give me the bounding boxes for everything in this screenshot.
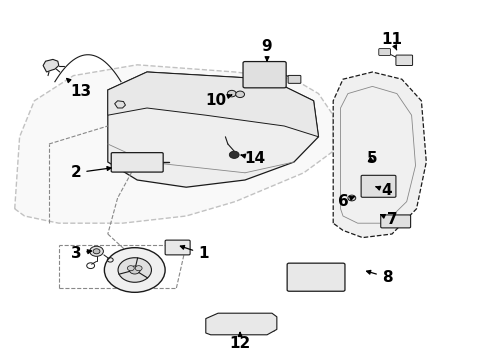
- FancyBboxPatch shape: [288, 76, 301, 84]
- Text: 10: 10: [205, 93, 232, 108]
- Polygon shape: [115, 101, 125, 108]
- Text: 13: 13: [67, 78, 92, 99]
- Circle shape: [127, 266, 134, 271]
- Polygon shape: [206, 313, 277, 335]
- Circle shape: [118, 258, 151, 282]
- Circle shape: [348, 195, 356, 201]
- FancyBboxPatch shape: [243, 62, 286, 88]
- Circle shape: [129, 266, 140, 274]
- FancyBboxPatch shape: [111, 153, 163, 172]
- FancyBboxPatch shape: [379, 49, 391, 55]
- Text: 11: 11: [382, 32, 402, 50]
- Polygon shape: [333, 72, 426, 238]
- Circle shape: [135, 266, 142, 271]
- Circle shape: [227, 90, 236, 97]
- Polygon shape: [108, 72, 318, 137]
- Polygon shape: [43, 59, 59, 72]
- Text: 2: 2: [71, 165, 111, 180]
- Text: 7: 7: [381, 212, 397, 227]
- Text: 9: 9: [262, 39, 272, 61]
- Circle shape: [93, 249, 100, 254]
- Polygon shape: [108, 72, 318, 187]
- Text: 3: 3: [71, 246, 92, 261]
- Text: 6: 6: [338, 194, 354, 209]
- FancyBboxPatch shape: [165, 240, 190, 255]
- Text: 4: 4: [376, 183, 392, 198]
- FancyBboxPatch shape: [361, 175, 396, 197]
- FancyBboxPatch shape: [287, 263, 345, 291]
- Text: 5: 5: [367, 151, 378, 166]
- Circle shape: [104, 248, 165, 292]
- Circle shape: [236, 91, 245, 98]
- Circle shape: [90, 246, 103, 256]
- Text: 1: 1: [180, 246, 209, 261]
- FancyBboxPatch shape: [396, 55, 413, 66]
- Text: 12: 12: [229, 333, 251, 351]
- FancyBboxPatch shape: [381, 215, 411, 228]
- Text: 14: 14: [241, 151, 266, 166]
- Text: 8: 8: [367, 270, 392, 285]
- Polygon shape: [15, 65, 333, 223]
- Circle shape: [229, 151, 239, 158]
